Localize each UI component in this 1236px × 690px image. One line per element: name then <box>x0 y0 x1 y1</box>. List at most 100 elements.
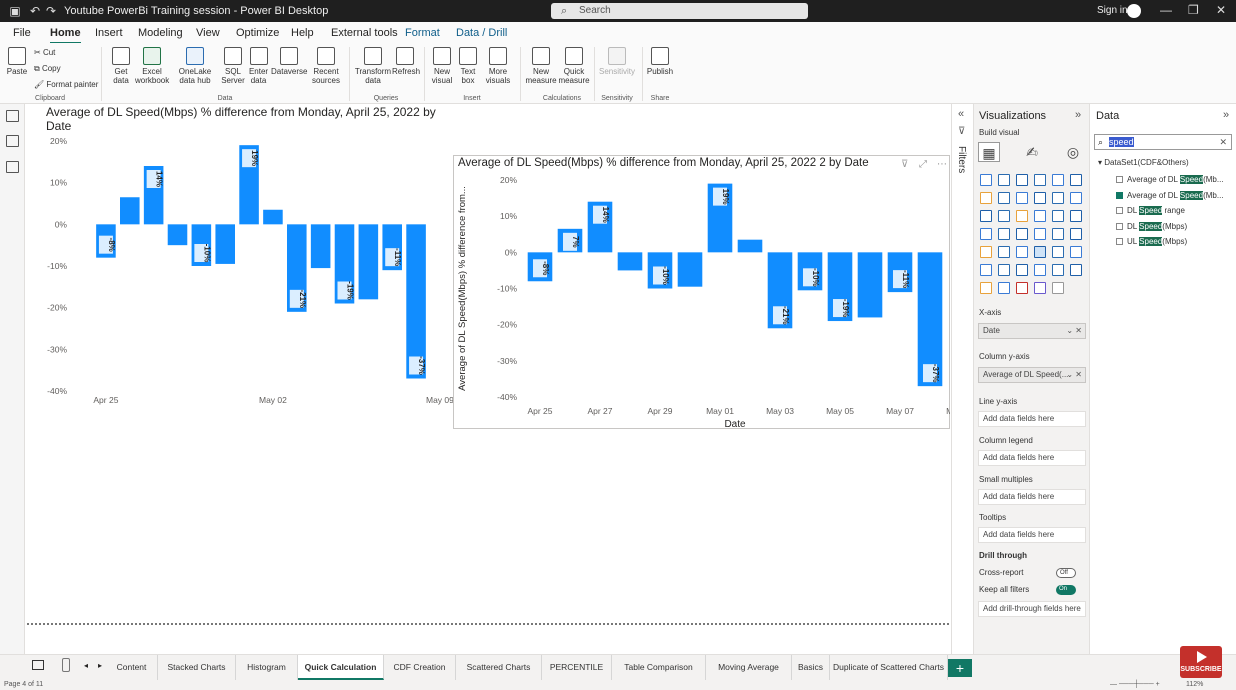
refresh-button[interactable]: Refresh <box>392 47 420 76</box>
menu-external-tools[interactable]: External tools <box>331 27 398 39</box>
visual-type-icon[interactable] <box>1016 210 1028 222</box>
visual-type-icon[interactable] <box>1052 264 1064 276</box>
visual-type-icon[interactable] <box>998 210 1010 222</box>
format-painter-button[interactable]: 🖌 Format painter <box>34 80 99 89</box>
remove-icon[interactable]: ⌄ ✕ <box>1066 326 1082 335</box>
publish-button[interactable]: Publish <box>646 47 674 76</box>
collapse-icon[interactable]: » <box>1075 109 1082 121</box>
visual-type-icon[interactable] <box>1016 174 1028 186</box>
field-item[interactable]: Average of DL Speed(Mb... <box>1116 175 1224 184</box>
remove-icon[interactable]: ⌄ ✕ <box>1066 370 1082 379</box>
chart2[interactable]: 20% 10% 0% -10% -20% -30% -40% -8% 7% 14% -10% 19% -… <box>453 155 950 429</box>
text-box-button[interactable]: Text box <box>456 47 480 85</box>
more-visuals-button[interactable]: More visuals <box>481 47 515 85</box>
zoom-slider[interactable]: — ───┼─── + <box>1110 681 1160 688</box>
prev-page-icon[interactable]: ◂ <box>84 661 89 670</box>
expand-icon[interactable]: « <box>958 108 965 120</box>
tooltips-well[interactable]: Add data fields here <box>978 527 1086 543</box>
page-tab[interactable]: Moving Average <box>706 655 792 680</box>
page-tab[interactable]: Stacked Charts <box>158 655 236 680</box>
visual-type-icon[interactable] <box>1070 264 1082 276</box>
visual-type-icon[interactable] <box>1052 192 1064 204</box>
sql-server-button[interactable]: SQL Server <box>220 47 246 85</box>
page-tab[interactable]: Scattered Charts <box>456 655 542 680</box>
field-checkbox[interactable] <box>1116 222 1123 230</box>
page-tab[interactable]: CDF Creation <box>384 655 456 680</box>
page-tab[interactable]: Histogram <box>236 655 298 680</box>
menu-modeling[interactable]: Modeling <box>138 27 183 39</box>
visual-type-icon[interactable] <box>1070 192 1082 204</box>
visual-type-icon[interactable] <box>1052 228 1064 240</box>
visual-type-icon[interactable] <box>998 264 1010 276</box>
menu-format[interactable]: Format <box>405 27 440 39</box>
collapse-icon[interactable]: » <box>1223 109 1230 121</box>
redo-icon[interactable]: ↷ <box>45 4 57 18</box>
field-checkbox[interactable] <box>1116 207 1123 214</box>
page-tab[interactable]: PERCENTILE <box>542 655 612 680</box>
new-measure-button[interactable]: New measure <box>523 47 559 85</box>
report-view-icon[interactable] <box>6 110 19 122</box>
visual-type-icon[interactable] <box>980 228 992 240</box>
avatar[interactable] <box>1127 4 1141 18</box>
mobile-layout-icon[interactable] <box>62 658 70 672</box>
column-legend-well[interactable]: Add data fields here <box>978 450 1086 466</box>
save-icon[interactable]: ▣ <box>9 4 21 18</box>
dataverse-button[interactable]: Dataverse <box>271 47 307 76</box>
keep-filters-toggle[interactable]: On <box>1056 585 1076 595</box>
visual-type-icon[interactable] <box>1034 282 1046 294</box>
add-page-button[interactable]: + <box>948 659 972 677</box>
copy-button[interactable]: ⧉ Copy <box>34 64 61 73</box>
visual-type-icon[interactable] <box>1070 228 1082 240</box>
field-checkbox[interactable] <box>1116 191 1123 199</box>
menu-data-drill[interactable]: Data / Drill <box>456 27 508 39</box>
page-tab[interactable]: Table Comparison <box>612 655 706 680</box>
visual-type-icon[interactable] <box>998 174 1010 186</box>
menu-help[interactable]: Help <box>291 27 314 39</box>
restore-icon[interactable]: ❐ <box>1188 3 1199 17</box>
data-search-input[interactable]: ⌕ speed ✕ <box>1094 134 1232 150</box>
menu-view[interactable]: View <box>196 27 220 39</box>
page-tab[interactable]: Duplicate of Scattered Charts <box>830 655 948 680</box>
focus-mode-icon[interactable]: ⤢ <box>919 159 927 170</box>
search-box[interactable]: ⌕ Search <box>551 3 808 19</box>
model-view-icon[interactable] <box>6 161 19 173</box>
menu-optimize[interactable]: Optimize <box>236 27 280 39</box>
report-canvas[interactable]: Average of DL Speed(Mbps) % difference f… <box>25 104 951 654</box>
visual-type-icon[interactable] <box>998 228 1010 240</box>
visual-type-icon[interactable] <box>980 210 992 222</box>
visual-type-icon[interactable] <box>1034 246 1046 258</box>
field-item[interactable]: DL Speed range <box>1116 206 1185 215</box>
visual-type-icon[interactable] <box>1034 264 1046 276</box>
visual-type-icon[interactable] <box>998 246 1010 258</box>
field-item[interactable]: UL Speed(Mbps) <box>1116 237 1187 246</box>
visual-type-icon[interactable] <box>1034 174 1046 186</box>
get-data-button[interactable]: Get data <box>108 47 134 85</box>
visual-type-icon[interactable] <box>980 264 992 276</box>
visual-type-icon[interactable] <box>1070 246 1082 258</box>
column-y-well[interactable]: Average of DL Speed(... ⌄ ✕ <box>978 367 1086 383</box>
recent-sources-button[interactable]: Recent sources <box>308 47 344 85</box>
menu-home[interactable]: Home <box>50 27 81 44</box>
undo-icon[interactable]: ↶ <box>29 4 41 18</box>
visual-type-icon[interactable] <box>980 246 992 258</box>
cut-button[interactable]: ✂ Cut <box>34 48 56 57</box>
new-visual-button[interactable]: New visual <box>429 47 455 85</box>
sign-in-link[interactable]: Sign in <box>1097 5 1128 16</box>
visual-type-icon[interactable] <box>1016 228 1028 240</box>
visual-type-icon[interactable] <box>980 282 992 294</box>
filter-icon[interactable]: ⊽ <box>901 159 909 170</box>
cross-report-toggle[interactable]: Off <box>1056 568 1076 578</box>
analytics-tab[interactable]: ◎ <box>1066 144 1080 160</box>
field-item[interactable]: Average of DL Speed(Mb... <box>1116 190 1224 200</box>
paste-button[interactable]: Paste <box>5 47 29 76</box>
filters-pane[interactable]: « ⊽ Filters <box>951 104 973 654</box>
format-visual-tab[interactable]: ✍ <box>1026 144 1038 160</box>
chart1[interactable]: 20% 10% 0% -10% -20% -30% -40% -8% 14% -10% 19% -21… <box>25 104 455 414</box>
build-visual-tab[interactable]: ▦ <box>978 142 1000 162</box>
clear-icon[interactable]: ✕ <box>1219 137 1227 147</box>
visual-type-icon[interactable] <box>1034 228 1046 240</box>
visual-type-icon[interactable] <box>1016 282 1028 294</box>
quick-measure-button[interactable]: Quick measure <box>558 47 590 85</box>
field-checkbox[interactable] <box>1116 238 1123 245</box>
visual-type-icon[interactable] <box>1070 174 1082 186</box>
